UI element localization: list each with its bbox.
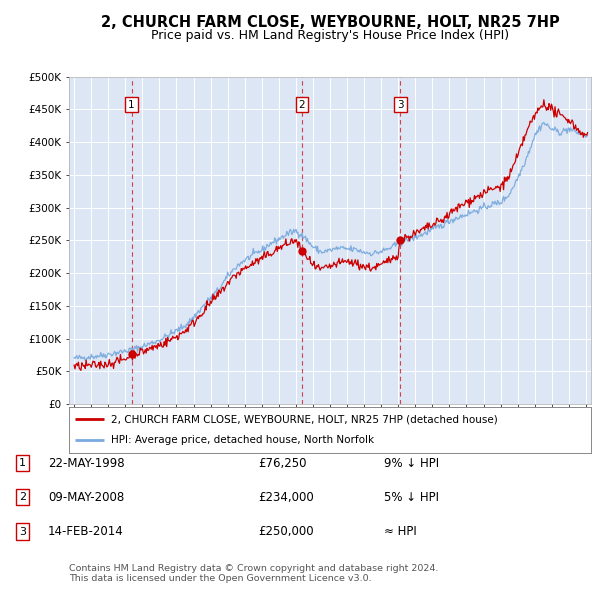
Text: 14-FEB-2014: 14-FEB-2014 (48, 525, 124, 538)
Text: 2: 2 (19, 493, 26, 502)
Text: £250,000: £250,000 (258, 525, 314, 538)
Text: 2, CHURCH FARM CLOSE, WEYBOURNE, HOLT, NR25 7HP (detached house): 2, CHURCH FARM CLOSE, WEYBOURNE, HOLT, N… (111, 414, 497, 424)
Text: £234,000: £234,000 (258, 491, 314, 504)
Text: ≈ HPI: ≈ HPI (384, 525, 417, 538)
Text: 22-MAY-1998: 22-MAY-1998 (48, 457, 125, 470)
Text: 3: 3 (397, 100, 404, 110)
Text: HPI: Average price, detached house, North Norfolk: HPI: Average price, detached house, Nort… (111, 435, 374, 445)
Text: 3: 3 (19, 527, 26, 536)
Text: 5% ↓ HPI: 5% ↓ HPI (384, 491, 439, 504)
Text: 1: 1 (19, 458, 26, 468)
Text: Price paid vs. HM Land Registry's House Price Index (HPI): Price paid vs. HM Land Registry's House … (151, 30, 509, 42)
Text: Contains HM Land Registry data © Crown copyright and database right 2024.
This d: Contains HM Land Registry data © Crown c… (69, 563, 439, 583)
Text: 2, CHURCH FARM CLOSE, WEYBOURNE, HOLT, NR25 7HP: 2, CHURCH FARM CLOSE, WEYBOURNE, HOLT, N… (101, 15, 559, 30)
Text: £76,250: £76,250 (258, 457, 307, 470)
Text: 1: 1 (128, 100, 135, 110)
Text: 09-MAY-2008: 09-MAY-2008 (48, 491, 124, 504)
Text: 9% ↓ HPI: 9% ↓ HPI (384, 457, 439, 470)
Text: 2: 2 (299, 100, 305, 110)
